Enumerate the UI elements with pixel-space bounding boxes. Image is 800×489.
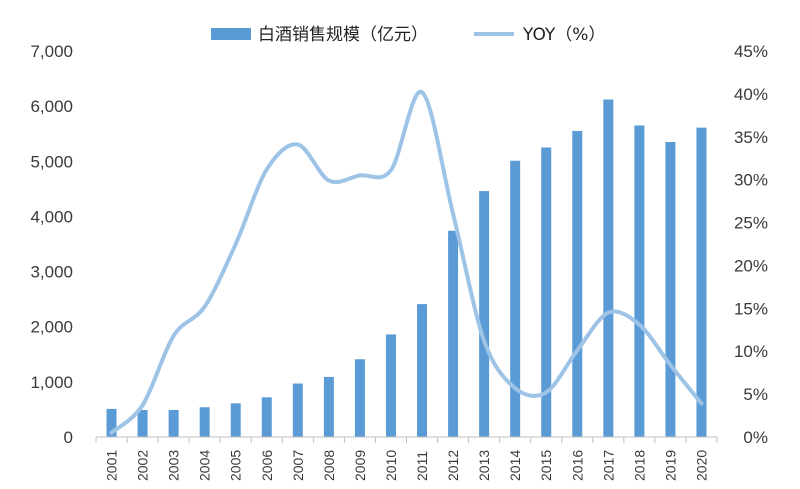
x-tick-label: 2017 <box>600 450 616 481</box>
left-tick-label: 2,000 <box>30 318 73 337</box>
legend: 白酒销售规模（亿元） YOY（%） <box>211 25 605 45</box>
bar-2006 <box>261 397 272 437</box>
bar-2013 <box>479 191 490 437</box>
x-tick-label: 2001 <box>104 450 120 481</box>
bar-2011 <box>417 304 428 437</box>
right-tick-label: 5% <box>743 385 768 404</box>
bar-2001 <box>106 408 117 437</box>
bar-2016 <box>572 130 583 437</box>
left-tick-label: 0 <box>64 428 73 447</box>
bar-series <box>106 99 707 438</box>
legend-bar-swatch <box>211 28 251 40</box>
left-tick-label: 4,000 <box>30 207 73 226</box>
left-tick-label: 3,000 <box>30 263 73 282</box>
right-axis-ticks: 0% 5% 10% 15% 20% 25% 30% 35% 40% 45% <box>734 42 768 447</box>
bar-2009 <box>354 359 365 437</box>
left-tick-label: 5,000 <box>30 152 73 171</box>
x-tick-label: 2015 <box>538 450 554 481</box>
yoy-line <box>109 90 704 435</box>
legend-line-label: YOY（%） <box>522 25 605 45</box>
bar-2004 <box>199 407 210 437</box>
right-tick-label: 30% <box>734 171 768 190</box>
x-tick-label: 2013 <box>476 450 492 481</box>
x-tick-label: 2009 <box>352 450 368 481</box>
x-tick-label: 2002 <box>135 450 151 481</box>
left-tick-label: 7,000 <box>30 42 73 61</box>
right-tick-label: 35% <box>734 128 768 147</box>
right-tick-label: 40% <box>734 85 768 104</box>
x-tick-label: 2020 <box>693 450 709 481</box>
bar-2005 <box>230 403 241 437</box>
bar-2018 <box>634 125 645 437</box>
x-tick-label: 2016 <box>569 450 585 481</box>
x-tick-label: 2003 <box>166 450 182 481</box>
right-tick-label: 10% <box>734 342 768 361</box>
x-tick-label: 2005 <box>228 450 244 481</box>
bar-2003 <box>168 409 179 437</box>
bar-2010 <box>385 334 396 437</box>
bar-2008 <box>323 376 334 437</box>
bar-2007 <box>292 383 303 437</box>
x-tick-label: 2010 <box>383 450 399 481</box>
line-series <box>109 90 704 435</box>
bar-2014 <box>510 160 521 437</box>
x-tick-label: 2011 <box>414 451 430 481</box>
left-tick-label: 6,000 <box>30 97 73 116</box>
right-tick-label: 45% <box>734 42 768 61</box>
x-tick-label: 2004 <box>197 450 213 481</box>
axes <box>95 436 718 443</box>
bar-2002 <box>137 409 148 437</box>
right-tick-label: 25% <box>734 214 768 233</box>
right-tick-label: 15% <box>734 299 768 318</box>
x-tick-label: 2018 <box>631 450 647 481</box>
x-tick-label: 2006 <box>259 450 275 481</box>
bar-2015 <box>541 147 552 437</box>
bar-2019 <box>665 141 676 437</box>
legend-bar-label: 白酒销售规模（亿元） <box>258 25 428 45</box>
x-tick-label: 2014 <box>507 450 523 481</box>
x-axis-ticks: 2001 2002 2003 2004 2005 2006 2007 2008 2009 2010… <box>104 450 710 481</box>
left-axis-ticks: 0 1,000 2,000 3,000 4,000 5,000 6,000 7,000 <box>30 42 73 447</box>
bar-2012 <box>448 230 459 437</box>
right-tick-label: 0% <box>743 428 768 447</box>
left-tick-label: 1,000 <box>30 373 73 392</box>
x-tick-label: 2008 <box>321 450 337 481</box>
x-tick-label: 2012 <box>445 450 461 481</box>
bar-2020 <box>696 127 707 438</box>
x-tick-label: 2007 <box>290 450 306 481</box>
bar-2017 <box>603 99 614 438</box>
x-tick-label: 2019 <box>662 450 678 481</box>
right-tick-label: 20% <box>734 256 768 275</box>
